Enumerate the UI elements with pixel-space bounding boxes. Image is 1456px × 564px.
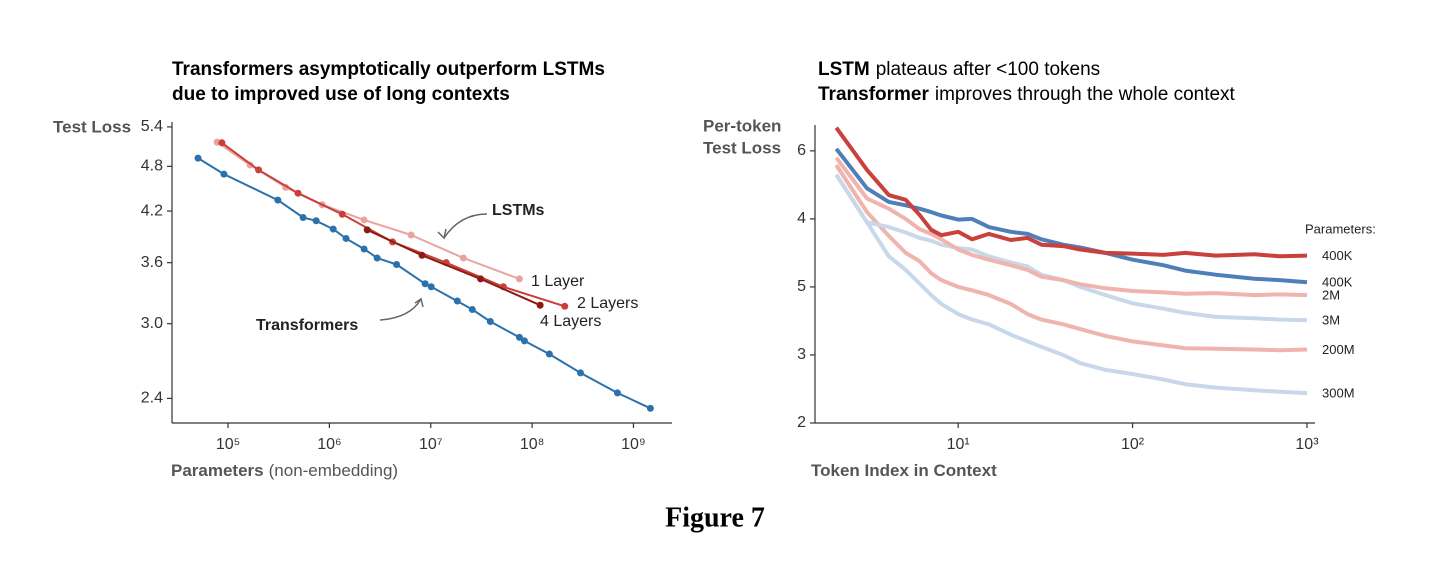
series-label: 300M bbox=[1322, 386, 1355, 401]
point bbox=[477, 275, 485, 283]
series-label: 3M bbox=[1322, 313, 1340, 328]
point bbox=[520, 337, 528, 345]
series-line bbox=[834, 156, 1308, 298]
point bbox=[646, 404, 654, 412]
arrow bbox=[443, 213, 488, 239]
y-tick-label: 2.4 bbox=[141, 390, 163, 407]
series-label: 200M bbox=[1322, 342, 1355, 357]
y-tick-label: 4 bbox=[797, 210, 806, 227]
x-tick-label: 10⁸ bbox=[520, 436, 545, 453]
x-tick-label: 10² bbox=[1121, 436, 1145, 453]
title-normal: plateaus after <100 tokens bbox=[876, 59, 1100, 80]
y-tick-label: 4.8 bbox=[141, 158, 163, 175]
x-tick-label: 10³ bbox=[1295, 436, 1319, 453]
point bbox=[338, 210, 346, 218]
point bbox=[418, 251, 426, 259]
series-line bbox=[834, 173, 1308, 323]
point bbox=[329, 225, 337, 233]
point bbox=[299, 213, 307, 221]
x-axis-label-part: Token Index in Context bbox=[811, 461, 997, 480]
point bbox=[536, 301, 544, 309]
series-line bbox=[834, 173, 1308, 396]
point bbox=[486, 317, 494, 325]
y-tick-label: 3.0 bbox=[141, 315, 163, 332]
point bbox=[561, 302, 569, 310]
x-tick-label: 10¹ bbox=[947, 436, 970, 453]
y-tick-label: 6 bbox=[797, 142, 806, 159]
point bbox=[363, 226, 371, 234]
series-label: 400K bbox=[1322, 248, 1353, 263]
point bbox=[194, 154, 202, 162]
point bbox=[427, 283, 435, 291]
point bbox=[360, 245, 368, 253]
x-tick-label: 10⁹ bbox=[621, 436, 646, 453]
series-line bbox=[834, 126, 1308, 259]
x-axis-label-part: Parameters bbox=[171, 461, 264, 480]
title-bold: Transformer bbox=[818, 84, 929, 105]
y-tick-label: 5.4 bbox=[141, 118, 163, 135]
chart-title: due to improved use of long contexts bbox=[172, 84, 510, 105]
point bbox=[515, 333, 523, 341]
y-tick-label: 4.2 bbox=[141, 202, 163, 219]
point bbox=[218, 139, 226, 147]
series-line bbox=[834, 164, 1308, 353]
x-axis-label: Token Index in Context bbox=[811, 461, 997, 480]
y-tick-label: 3.6 bbox=[141, 254, 163, 271]
point bbox=[613, 389, 621, 397]
point bbox=[360, 216, 368, 224]
point bbox=[453, 297, 461, 305]
point bbox=[515, 275, 523, 283]
point bbox=[294, 189, 302, 197]
y-tick-label: 5 bbox=[797, 278, 806, 295]
series-label: 4 Layers bbox=[540, 313, 601, 330]
point bbox=[468, 305, 476, 313]
series-label: 400K bbox=[1322, 275, 1353, 290]
series-label: Transformers bbox=[256, 317, 358, 334]
series-line bbox=[216, 141, 520, 280]
arrow bbox=[379, 298, 422, 321]
x-tick-label: 10⁵ bbox=[216, 436, 240, 453]
point bbox=[220, 170, 228, 178]
x-tick-label: 10⁶ bbox=[317, 436, 341, 453]
chart-title: Transformers asymptotically outperform L… bbox=[172, 59, 605, 80]
point bbox=[274, 196, 282, 204]
y-tick-label: 2 bbox=[797, 414, 806, 431]
y-axis-label: Test Loss bbox=[703, 138, 781, 157]
point bbox=[421, 280, 429, 288]
arrowhead bbox=[437, 228, 447, 240]
title-bold: LSTM bbox=[818, 59, 870, 80]
point bbox=[255, 166, 263, 174]
x-axis-label: Parameters (non-embedding) bbox=[171, 461, 398, 480]
y-axis-label: Test Loss bbox=[53, 117, 131, 136]
title-normal: improves through the whole context bbox=[935, 84, 1236, 105]
caption: Figure 7 bbox=[665, 502, 765, 533]
series-line bbox=[366, 228, 541, 307]
chart-title: Transformer improves through the whole co… bbox=[818, 84, 1236, 105]
y-tick-label: 3 bbox=[797, 346, 806, 363]
annotation: LSTMs bbox=[492, 202, 545, 219]
point bbox=[576, 369, 584, 377]
point bbox=[393, 261, 401, 269]
point bbox=[342, 234, 350, 242]
series-line bbox=[834, 147, 1308, 285]
point bbox=[545, 350, 553, 358]
x-tick-label: 10⁷ bbox=[419, 436, 443, 453]
point bbox=[373, 254, 381, 262]
point bbox=[407, 231, 415, 239]
series-line bbox=[221, 141, 566, 308]
series-label: 2 Layers bbox=[577, 295, 638, 312]
chart-title: LSTM plateaus after <100 tokens bbox=[818, 59, 1100, 80]
x-axis-label-part: (non-embedding) bbox=[269, 461, 398, 480]
arrowhead bbox=[414, 297, 424, 308]
series-label: 1 Layer bbox=[531, 273, 585, 290]
series-label: 2M bbox=[1322, 288, 1340, 303]
y-axis-label: Per-token bbox=[703, 116, 781, 135]
legend-title: Parameters: bbox=[1305, 221, 1376, 236]
point bbox=[312, 217, 320, 225]
point bbox=[459, 254, 467, 262]
